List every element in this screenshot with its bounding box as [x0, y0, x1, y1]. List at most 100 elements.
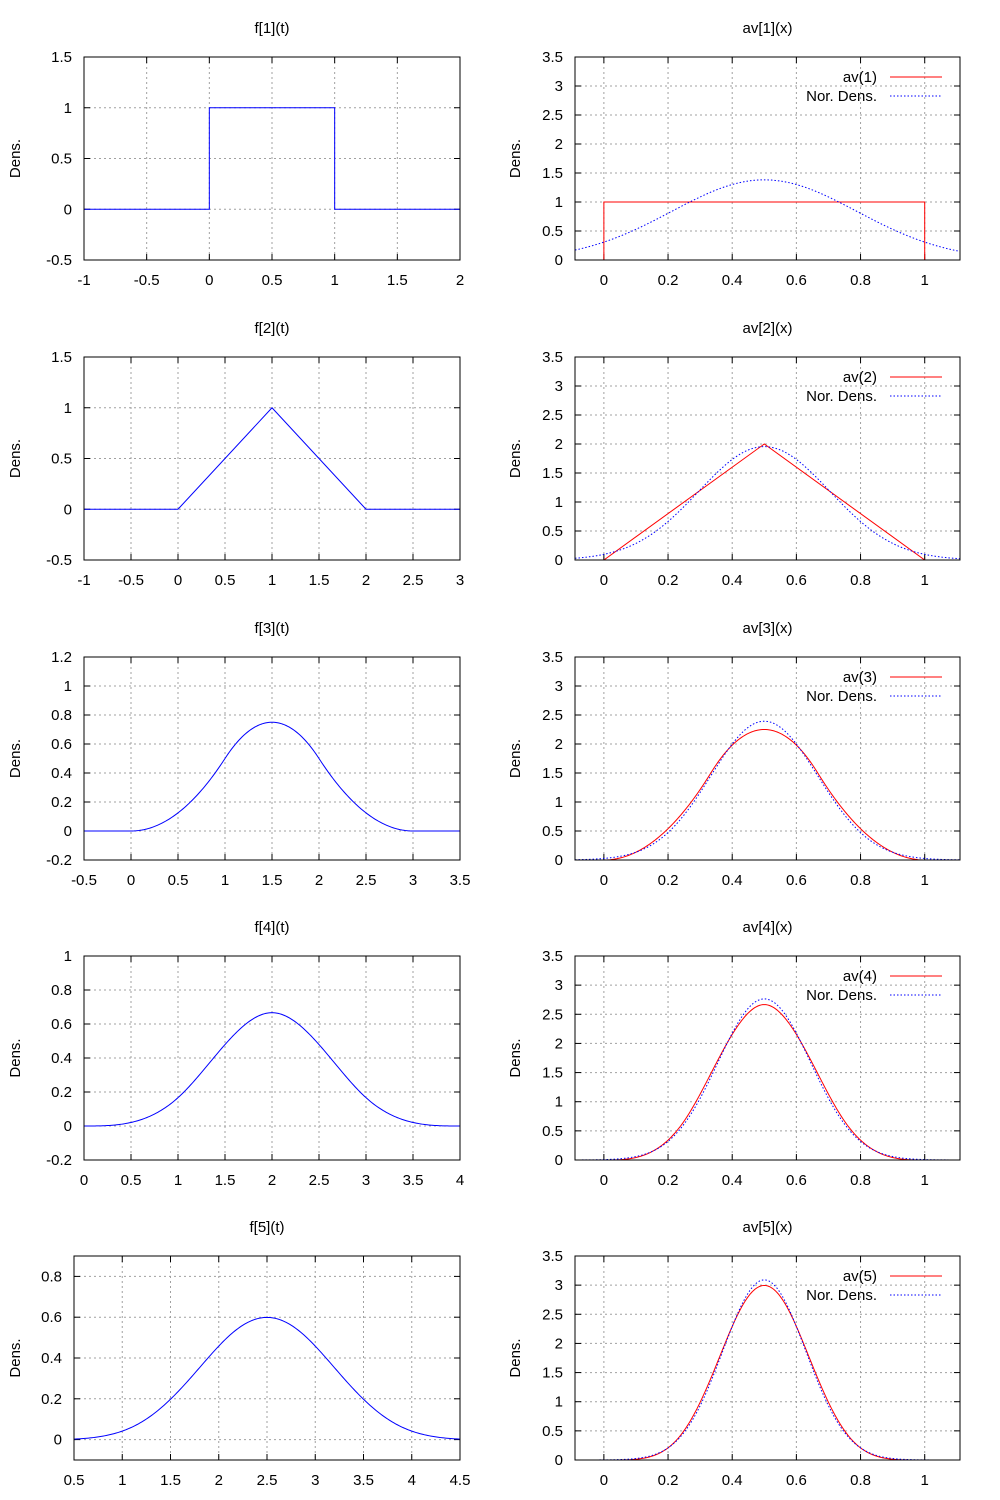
x-tick-label: -0.5 [71, 872, 97, 889]
x-tick-label: 1 [921, 1172, 929, 1189]
chart-title: f[3](t) [254, 620, 289, 637]
x-tick-label: 0.6 [786, 272, 807, 289]
y-tick-label: 3 [555, 678, 563, 695]
y-tick-label: 0.5 [51, 151, 72, 168]
x-tick-label: -1 [77, 272, 90, 289]
y-axis-label: Dens. [7, 1338, 24, 1377]
legend-label: av(3) [843, 669, 877, 686]
x-tick-label: 0.8 [850, 1172, 871, 1189]
x-tick-label: 0 [174, 572, 182, 589]
series-line-nor-dens [575, 179, 960, 252]
series-line-density [84, 107, 460, 210]
y-axis-label: Dens. [7, 739, 24, 778]
chart-av2: 0 0.2 0.4 0.6 0.8 1 0 0.5 1 1.5 2 2.5 3 3.5 av[2](x) De… [507, 320, 961, 589]
plot-frame [574, 356, 961, 561]
y-tick-label: 1 [64, 678, 72, 695]
x-tick-label: 2 [215, 1472, 223, 1489]
x-tick-label: 3.5 [403, 1172, 424, 1189]
x-tick-label: 0.6 [786, 572, 807, 589]
y-tick-label: 0.5 [542, 1123, 563, 1140]
x-tick-label: 1 [921, 272, 929, 289]
legend-label: av(1) [843, 69, 877, 86]
y-tick-label: 3.5 [542, 948, 563, 965]
x-tick-label: 1 [330, 272, 338, 289]
x-tick-label: 1 [118, 1472, 126, 1489]
legend-label: Nor. Dens. [806, 688, 877, 705]
x-tick-label: 0.6 [786, 1172, 807, 1189]
chart-av5: 0 0.2 0.4 0.6 0.8 1 0 0.5 1 1.5 2 2.5 3 3.5 av[5](x) De… [507, 1219, 961, 1489]
x-tick-label: 0 [600, 572, 608, 589]
y-tick-label: 0.5 [542, 523, 563, 540]
y-tick-label: 1.5 [51, 349, 72, 366]
legend-label: Nor. Dens. [806, 88, 877, 105]
x-tick-label: 1 [921, 572, 929, 589]
legend-label: Nor. Dens. [806, 1287, 877, 1304]
x-tick-label: 0 [205, 272, 213, 289]
x-tick-label: 0.4 [722, 872, 743, 889]
chart-title: av[5](x) [742, 1219, 792, 1236]
x-tick-label: 0.2 [658, 1472, 679, 1489]
x-tick-label: 1.5 [262, 872, 283, 889]
x-tick-label: 3 [311, 1472, 319, 1489]
y-axis-label: Dens. [507, 1038, 524, 1077]
x-tick-label: 1.5 [160, 1472, 181, 1489]
y-tick-label: 2 [555, 1335, 563, 1352]
series-line-density [84, 1012, 460, 1127]
y-tick-label: 0 [64, 823, 72, 840]
x-tick-label: 1.5 [215, 1172, 236, 1189]
chart-f1: -1 -0.5 0 0.5 1 1.5 2 -0.5 0 0.5 1 1.5 f[1](t) Dens. [7, 20, 464, 289]
y-axis-label: Dens. [507, 739, 524, 778]
y-axis-label: Dens. [7, 139, 24, 178]
x-tick-label: 3.5 [450, 872, 471, 889]
y-tick-label: 2 [555, 436, 563, 453]
y-tick-label: -0.5 [46, 552, 72, 569]
chart-title: f[4](t) [254, 919, 289, 936]
x-tick-label: 0.4 [722, 1472, 743, 1489]
series-line-av-5 [575, 1284, 960, 1460]
plot-frame [83, 656, 461, 861]
y-tick-label: 3.5 [542, 649, 563, 666]
series-line-av-3 [575, 728, 960, 860]
legend-label: av(2) [843, 369, 877, 386]
x-tick-label: 0.8 [850, 572, 871, 589]
x-tick-label: 2 [456, 272, 464, 289]
x-tick-label: 0.5 [215, 572, 236, 589]
x-tick-label: 1 [921, 872, 929, 889]
y-tick-label: 0.6 [41, 1309, 62, 1326]
y-tick-label: 0.8 [51, 982, 72, 999]
y-tick-label: 3 [555, 977, 563, 994]
y-axis-label: Dens. [507, 1338, 524, 1377]
x-tick-label: 1 [221, 872, 229, 889]
series-line-nor-dens [575, 446, 960, 560]
y-tick-label: 1.5 [542, 765, 563, 782]
x-tick-label: 2 [268, 1172, 276, 1189]
series-line-nor-dens [575, 720, 960, 860]
y-tick-label: 0.4 [41, 1350, 62, 1367]
y-tick-label: 0.2 [51, 1084, 72, 1101]
chart-av1: 0 0.2 0.4 0.6 0.8 1 0 0.5 1 1.5 2 2.5 3 3.5 av[1](x) De… [507, 20, 961, 289]
x-tick-label: 2 [315, 872, 323, 889]
chart-title: av[1](x) [742, 20, 792, 37]
plot-frame [83, 955, 461, 1161]
y-tick-label: 0.8 [41, 1268, 62, 1285]
y-tick-label: 0.8 [51, 707, 72, 724]
chart-title: f[2](t) [254, 320, 289, 337]
y-tick-label: 0.5 [542, 823, 563, 840]
x-tick-label: 1 [268, 572, 276, 589]
x-tick-label: 3.5 [353, 1472, 374, 1489]
x-tick-label: 1.5 [387, 272, 408, 289]
series-line-density [84, 721, 460, 832]
y-tick-label: 1.2 [51, 649, 72, 666]
x-tick-label: -1 [77, 572, 90, 589]
x-tick-label: 4 [408, 1472, 416, 1489]
x-tick-label: 2.5 [257, 1472, 278, 1489]
y-tick-label: 1 [555, 1094, 563, 1111]
y-tick-label: 0 [555, 852, 563, 869]
y-tick-label: 0.4 [51, 1050, 72, 1067]
y-tick-label: 1.5 [542, 1065, 563, 1082]
y-axis-label: Dens. [507, 139, 524, 178]
x-tick-label: 0.5 [64, 1472, 85, 1489]
chart-title: f[5](t) [249, 1219, 284, 1236]
x-tick-label: 4 [456, 1172, 464, 1189]
y-tick-label: 0.4 [51, 765, 72, 782]
